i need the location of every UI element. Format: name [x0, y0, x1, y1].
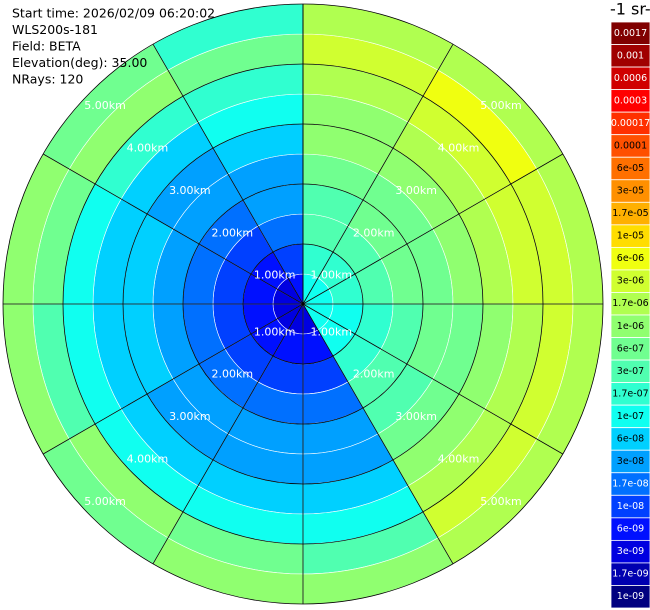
colorbar-label: 1.7e-09 [612, 569, 648, 580]
colorbar-title: -1 sr- [610, 0, 650, 19]
range-label: 4.00km [438, 141, 480, 154]
range-label: 1.00km [310, 269, 352, 282]
azimuth-line [302, 303, 454, 565]
info-line: Field: BETA [12, 39, 81, 54]
range-ring [122, 123, 484, 485]
range-label: 3.00km [395, 410, 437, 423]
colorbar-label: 6e-06 [617, 253, 644, 264]
ppi-plot [2, 3, 604, 605]
range-ring [2, 3, 604, 605]
range-label: 3.00km [169, 184, 211, 197]
colorbar-label: 1e-08 [617, 501, 644, 512]
range-label: 2.00km [212, 368, 254, 381]
colorbar-label: 1.7e-05 [612, 208, 648, 219]
azimuth-line [42, 303, 304, 455]
colorbar-label: 6e-08 [617, 433, 644, 444]
azimuth-line [152, 43, 304, 305]
range-label: 1.00km [254, 325, 296, 338]
colorbar-label: 1e-05 [617, 231, 644, 242]
azimuth-line [42, 153, 304, 305]
colorbar-label: 3e-09 [617, 546, 644, 557]
colorbar-label: 3e-06 [617, 276, 644, 287]
colorbar-label: 6e-07 [617, 343, 644, 354]
range-label: 1.00km [310, 325, 352, 338]
info-line: WLS200s-181 [12, 22, 98, 37]
range-ring [62, 63, 544, 545]
range-label: 4.00km [127, 141, 169, 154]
range-label: 5.00km [84, 495, 126, 508]
range-label: 5.00km [84, 99, 126, 112]
info-line: Elevation(deg): 35.00 [12, 55, 147, 70]
range-label: 2.00km [353, 226, 395, 239]
range-label: 5.00km [480, 495, 522, 508]
colorbar-label: 6e-09 [617, 524, 644, 535]
colorbar-label: 3e-05 [617, 186, 644, 197]
range-label: 1.00km [254, 269, 296, 282]
azimuth-line [152, 303, 304, 565]
range-label: 3.00km [169, 410, 211, 423]
range-label: 3.00km [395, 184, 437, 197]
azimuth-line [302, 153, 564, 305]
info-line: NRays: 120 [12, 72, 83, 87]
colorbar-label: 0.0003 [614, 95, 647, 106]
colorbar-label: 1e-09 [617, 591, 644, 602]
range-label: 2.00km [212, 226, 254, 239]
azimuth-line [302, 43, 454, 305]
colorbar-label: 1.7e-07 [612, 388, 648, 399]
colorbar-label: 1e-06 [617, 321, 644, 332]
colorbar-label: 0.001 [617, 50, 644, 61]
range-label: 4.00km [127, 453, 169, 466]
colorbar-label: 0.0001 [614, 140, 647, 151]
colorbar-label: 1.7e-06 [612, 298, 648, 309]
azimuth-line [302, 303, 564, 455]
colorbar-label: 6e-05 [617, 163, 644, 174]
range-ring [182, 183, 424, 425]
colorbar-label: 0.00017 [611, 118, 650, 129]
overlay: 1.00km 1.00km 1.00km 1.00km 2.00km 2.00km 2.00… [2, 3, 604, 605]
info-line: Start time: 2026/02/09 06:20:02 [12, 6, 215, 21]
colorbar-label: 3e-08 [617, 456, 644, 467]
colorbar-label: 3e-07 [617, 366, 644, 377]
colorbar-label: 0.0006 [614, 73, 647, 84]
colorbar-label: 1e-07 [617, 411, 644, 422]
colorbar-label: 0.0017 [614, 28, 647, 39]
colorbar-label: 1.7e-08 [612, 479, 648, 490]
range-label: 5.00km [480, 99, 522, 112]
range-label: 4.00km [438, 453, 480, 466]
range-ring [242, 243, 364, 365]
colorbar-band [610, 585, 650, 609]
range-label: 2.00km [353, 368, 395, 381]
